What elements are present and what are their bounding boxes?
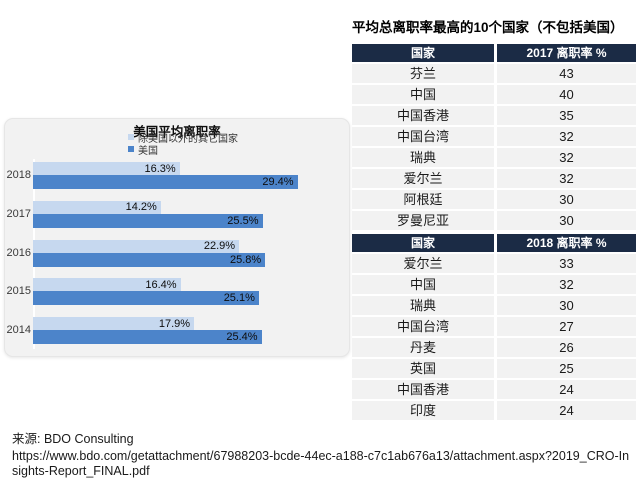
legend-color-swatch-icon	[128, 146, 134, 152]
legend-item: 美国	[128, 143, 238, 157]
legend-item: 除美国以外的其它国家	[128, 131, 238, 145]
table-row: 瑞典 30	[352, 296, 636, 315]
source-block: 来源: BDO Consulting https://www.bdo.com/g…	[12, 428, 630, 479]
cell-rate: 24	[497, 401, 636, 420]
table-row: 印度 24	[352, 401, 636, 420]
cell-rate: 30	[497, 211, 636, 230]
cell-rate: 33	[497, 254, 636, 273]
cell-rate: 32	[497, 275, 636, 294]
table-row: 丹麦 26	[352, 338, 636, 357]
table-row: 中国台湾 27	[352, 317, 636, 336]
bar-other-countries: 14.2%	[33, 200, 161, 214]
us-turnover-chart-panel: 美国平均离职率 除美国以外的其它国家 美国 16.3% 29.4% 2018 14.2%…	[4, 118, 350, 357]
table-row: 芬兰 43	[352, 64, 636, 83]
cell-country: 爱尔兰	[352, 169, 494, 188]
cell-rate: 32	[497, 127, 636, 146]
bar-us: 25.1%	[33, 291, 259, 306]
cell-country: 中国香港	[352, 106, 494, 125]
bar-value-label: 25.1%	[223, 292, 255, 305]
table-row: 中国 40	[352, 85, 636, 104]
year-label: 2016	[6, 246, 31, 259]
bar-value-label: 25.8%	[229, 253, 262, 266]
bar-us: 29.4%	[33, 175, 298, 189]
cell-country: 瑞典	[352, 148, 494, 167]
bar-value-label: 22.9%	[203, 240, 236, 253]
legend-label: 除美国以外的其它国家	[138, 133, 238, 145]
cell-country: 中国香港	[352, 380, 494, 399]
table-row: 罗曼尼亚 30	[352, 211, 636, 230]
year-label: 2015	[6, 285, 31, 298]
cell-rate: 35	[497, 106, 636, 125]
table-row: 中国 32	[352, 275, 636, 294]
table-row: 中国台湾 32	[352, 127, 636, 146]
table-row: 中国香港 35	[352, 106, 636, 125]
cell-rate: 32	[497, 148, 636, 167]
header-cell-rate: 2018 离职率 %	[497, 234, 636, 252]
cell-country: 英国	[352, 359, 494, 378]
bar-other-countries: 22.9%	[33, 239, 240, 253]
cell-rate: 40	[497, 85, 636, 104]
bar-other-countries: 16.3%	[33, 162, 180, 175]
cell-rate: 43	[497, 64, 636, 83]
bar-value-label: 17.9%	[158, 317, 191, 330]
cell-rate: 26	[497, 338, 636, 357]
header-cell-rate: 2017 离职率 %	[497, 44, 636, 62]
table-title: 平均总离职率最高的10个国家（不包括美国）	[352, 20, 624, 35]
table-row: 阿根廷 30	[352, 190, 636, 209]
year-label: 2014	[6, 324, 31, 337]
cell-rate: 27	[497, 317, 636, 336]
table-header-row: 国家 2017 离职率 %	[352, 44, 636, 62]
legend-label: 美国	[138, 145, 158, 157]
cell-country: 丹麦	[352, 338, 494, 357]
cell-rate: 25	[497, 359, 636, 378]
table-row: 中国香港 24	[352, 380, 636, 399]
header-cell-country: 国家	[352, 234, 494, 252]
top10-tables: 国家 2017 离职率 % 芬兰 43 中国 40 中国香港 35 中国台湾 32 瑞典 32 爱尔兰 3…	[352, 44, 636, 422]
bar-value-label: 14.2%	[125, 201, 157, 214]
source-url: https://www.bdo.com/getattachment/679882…	[12, 449, 630, 478]
chart-plot-area: 16.3% 29.4% 2018 14.2% 25.5% 2017 22.9% 25.8% 20…	[5, 119, 349, 356]
cell-rate: 30	[497, 296, 636, 315]
cell-country: 印度	[352, 401, 494, 420]
cell-rate: 24	[497, 380, 636, 399]
bar-other-countries: 17.9%	[33, 317, 195, 331]
chart-legend: 除美国以外的其它国家 美国	[128, 131, 238, 157]
bar-value-label: 29.4%	[262, 176, 294, 188]
bar-value-label: 16.4%	[145, 278, 177, 291]
cell-rate: 32	[497, 169, 636, 188]
cell-country: 中国台湾	[352, 317, 494, 336]
table-row: 爱尔兰 33	[352, 254, 636, 273]
bar-us: 25.8%	[33, 252, 266, 267]
cell-country: 中国	[352, 275, 494, 294]
cell-country: 瑞典	[352, 296, 494, 315]
cell-country: 中国台湾	[352, 127, 494, 146]
bar-us: 25.5%	[33, 213, 263, 228]
table-header-row: 国家 2018 离职率 %	[352, 234, 636, 252]
legend-color-swatch-icon	[128, 134, 134, 140]
year-label: 2017	[6, 207, 31, 220]
bar-value-label: 25.5%	[227, 214, 259, 227]
cell-country: 芬兰	[352, 64, 494, 83]
table-row: 瑞典 32	[352, 148, 636, 167]
cell-country: 中国	[352, 85, 494, 104]
table-row: 英国 25	[352, 359, 636, 378]
year-label: 2018	[6, 169, 31, 181]
turnover-table-2018: 国家 2018 离职率 % 爱尔兰 33 中国 32 瑞典 30 中国台湾 27 丹麦 26 英国 25 中…	[352, 234, 636, 420]
header-cell-country: 国家	[352, 44, 494, 62]
bar-value-label: 16.3%	[144, 162, 176, 175]
table-row: 爱尔兰 32	[352, 169, 636, 188]
turnover-table-2017: 国家 2017 离职率 % 芬兰 43 中国 40 中国香港 35 中国台湾 32 瑞典 32 爱尔兰 3…	[352, 44, 636, 230]
bar-other-countries: 16.4%	[33, 278, 181, 292]
source-label: 来源: BDO Consulting	[12, 432, 134, 446]
cell-country: 爱尔兰	[352, 254, 494, 273]
chart-title: 美国平均离职率	[133, 125, 221, 139]
cell-rate: 30	[497, 190, 636, 209]
cell-country: 阿根廷	[352, 190, 494, 209]
cell-country: 罗曼尼亚	[352, 211, 494, 230]
bar-us: 25.4%	[33, 330, 262, 345]
bar-value-label: 25.4%	[226, 331, 258, 344]
